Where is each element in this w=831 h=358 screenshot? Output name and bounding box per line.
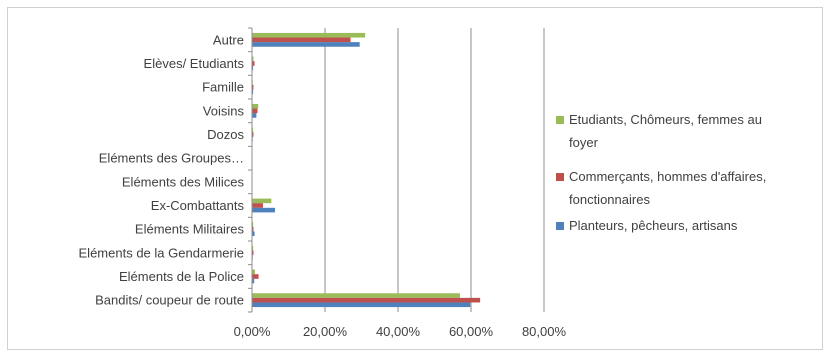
legend: Etudiants, Chômeurs, femmes au foyer Comme… <box>556 112 766 233</box>
legend-swatch-1 <box>556 173 564 181</box>
category-label: Voisins <box>203 103 245 118</box>
bar-8-series-2 <box>252 231 255 237</box>
bar-11-series-1 <box>252 297 481 303</box>
bar-chart: Autre Elèves/ Etudiants Famille Voisins Dozo… <box>79 27 766 339</box>
category-label: Bandits/ coupeur de route <box>95 293 244 308</box>
bar-2-series-1 <box>252 84 254 90</box>
bar-0-series-0 <box>252 32 366 38</box>
bar-10-series-0 <box>252 269 255 275</box>
legend-label-1: Commerçants, hommes d'affaires, <box>569 169 766 184</box>
bar-1-series-2 <box>252 65 254 71</box>
bar-2-series-2 <box>252 89 254 95</box>
category-labels: Autre Elèves/ Etudiants Famille Voisins Dozo… <box>79 32 245 307</box>
bar-1-series-1 <box>252 61 255 66</box>
bar-8-series-0 <box>252 222 254 227</box>
x-tick-label: 60,00% <box>449 324 494 339</box>
bar-0-series-1 <box>252 37 351 43</box>
axes <box>248 27 253 313</box>
x-tick-label: 0,00% <box>234 324 271 339</box>
category-label: Elèves/ Etudiants <box>144 56 245 71</box>
category-label: Famille <box>202 80 244 95</box>
x-tick-label: 20,00% <box>303 324 348 339</box>
bar-3-series-1 <box>252 108 258 114</box>
bar-11-series-0 <box>252 293 461 298</box>
bar-7-series-2 <box>252 207 275 213</box>
category-label: Ex-Combattants <box>151 198 245 213</box>
category-label: Eléments Militaires <box>135 222 245 237</box>
legend-label-1: fonctionnaires <box>569 192 650 207</box>
x-tick-label: 40,00% <box>376 324 421 339</box>
bar-3-series-2 <box>252 113 257 118</box>
category-label: Dozos <box>207 127 244 142</box>
legend-swatch-2 <box>556 222 564 230</box>
bar-3-series-0 <box>252 103 259 109</box>
gridlines <box>324 28 545 312</box>
bar-0-series-2 <box>252 42 360 47</box>
bar-7-series-0 <box>252 198 272 204</box>
bar-1-series-0 <box>252 56 254 62</box>
bar-10-series-2 <box>252 278 255 284</box>
tick-labels: 0,00% 20,00% 40,00% 60,00% 80,00% <box>234 324 567 339</box>
legend-label-2: Planteurs, pêcheurs, artisans <box>569 218 738 233</box>
bar-11-series-2 <box>252 302 471 308</box>
category-label: Autre <box>213 32 244 47</box>
bar-10-series-1 <box>252 274 259 279</box>
category-label: Eléments des Groupes… <box>99 151 244 166</box>
bar-9-series-0 <box>252 245 254 251</box>
legend-label-0: Etudiants, Chômeurs, femmes au <box>569 112 762 127</box>
bar-4-series-0 <box>252 127 254 133</box>
chart-frame: Autre Elèves/ Etudiants Famille Voisins Dozo… <box>7 7 823 350</box>
bar-9-series-1 <box>252 250 254 256</box>
x-tick-label: 80,00% <box>522 324 567 339</box>
bar-4-series-1 <box>252 132 254 137</box>
bar-7-series-1 <box>252 203 263 208</box>
legend-label-0: foyer <box>569 135 599 150</box>
bars <box>252 32 481 308</box>
category-label: Eléments des Milices <box>122 174 245 189</box>
legend-swatch-0 <box>556 116 564 124</box>
category-label: Eléments de la Gendarmerie <box>79 245 244 260</box>
bar-8-series-1 <box>252 226 254 232</box>
category-label: Eléments de la Police <box>119 269 244 284</box>
